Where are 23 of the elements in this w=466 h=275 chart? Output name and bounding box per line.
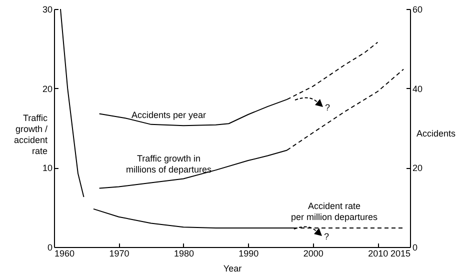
y-tick-label: 30 [42, 4, 52, 14]
annotation: ? [325, 102, 330, 112]
x-tick-label: 1980 [174, 248, 194, 258]
x-tick-label: 2000 [303, 248, 324, 258]
y2-tick-label: 20 [412, 163, 423, 174]
annotation: ? [324, 231, 330, 242]
y-tick-label: 0 [47, 242, 52, 252]
x-tick-label: 2015 [390, 248, 410, 258]
y-axis-title: Traffic growth / accident rate [14, 113, 48, 156]
y2-tick-label: 40 [412, 84, 423, 94]
x-tick-label: 2010 [368, 248, 388, 258]
x-tick-label: 1970 [109, 248, 130, 258]
series-label: Accidents per year [131, 110, 206, 120]
series-label: Accident rate per million departures [290, 200, 378, 222]
x-tick-label: 1990 [238, 248, 259, 258]
x-axis-title: Year [223, 264, 242, 274]
y2-axis-title: Accidents [416, 128, 456, 138]
y-tick-label: 20 [42, 84, 52, 94]
series-label: Traffic growth in millions of departures [126, 154, 212, 175]
y2-tick-label: 0 [412, 242, 418, 252]
y2-tick-label: 60 [412, 4, 423, 14]
x-tick-label: 1960 [54, 248, 75, 258]
y-tick-label: 10 [42, 163, 52, 174]
